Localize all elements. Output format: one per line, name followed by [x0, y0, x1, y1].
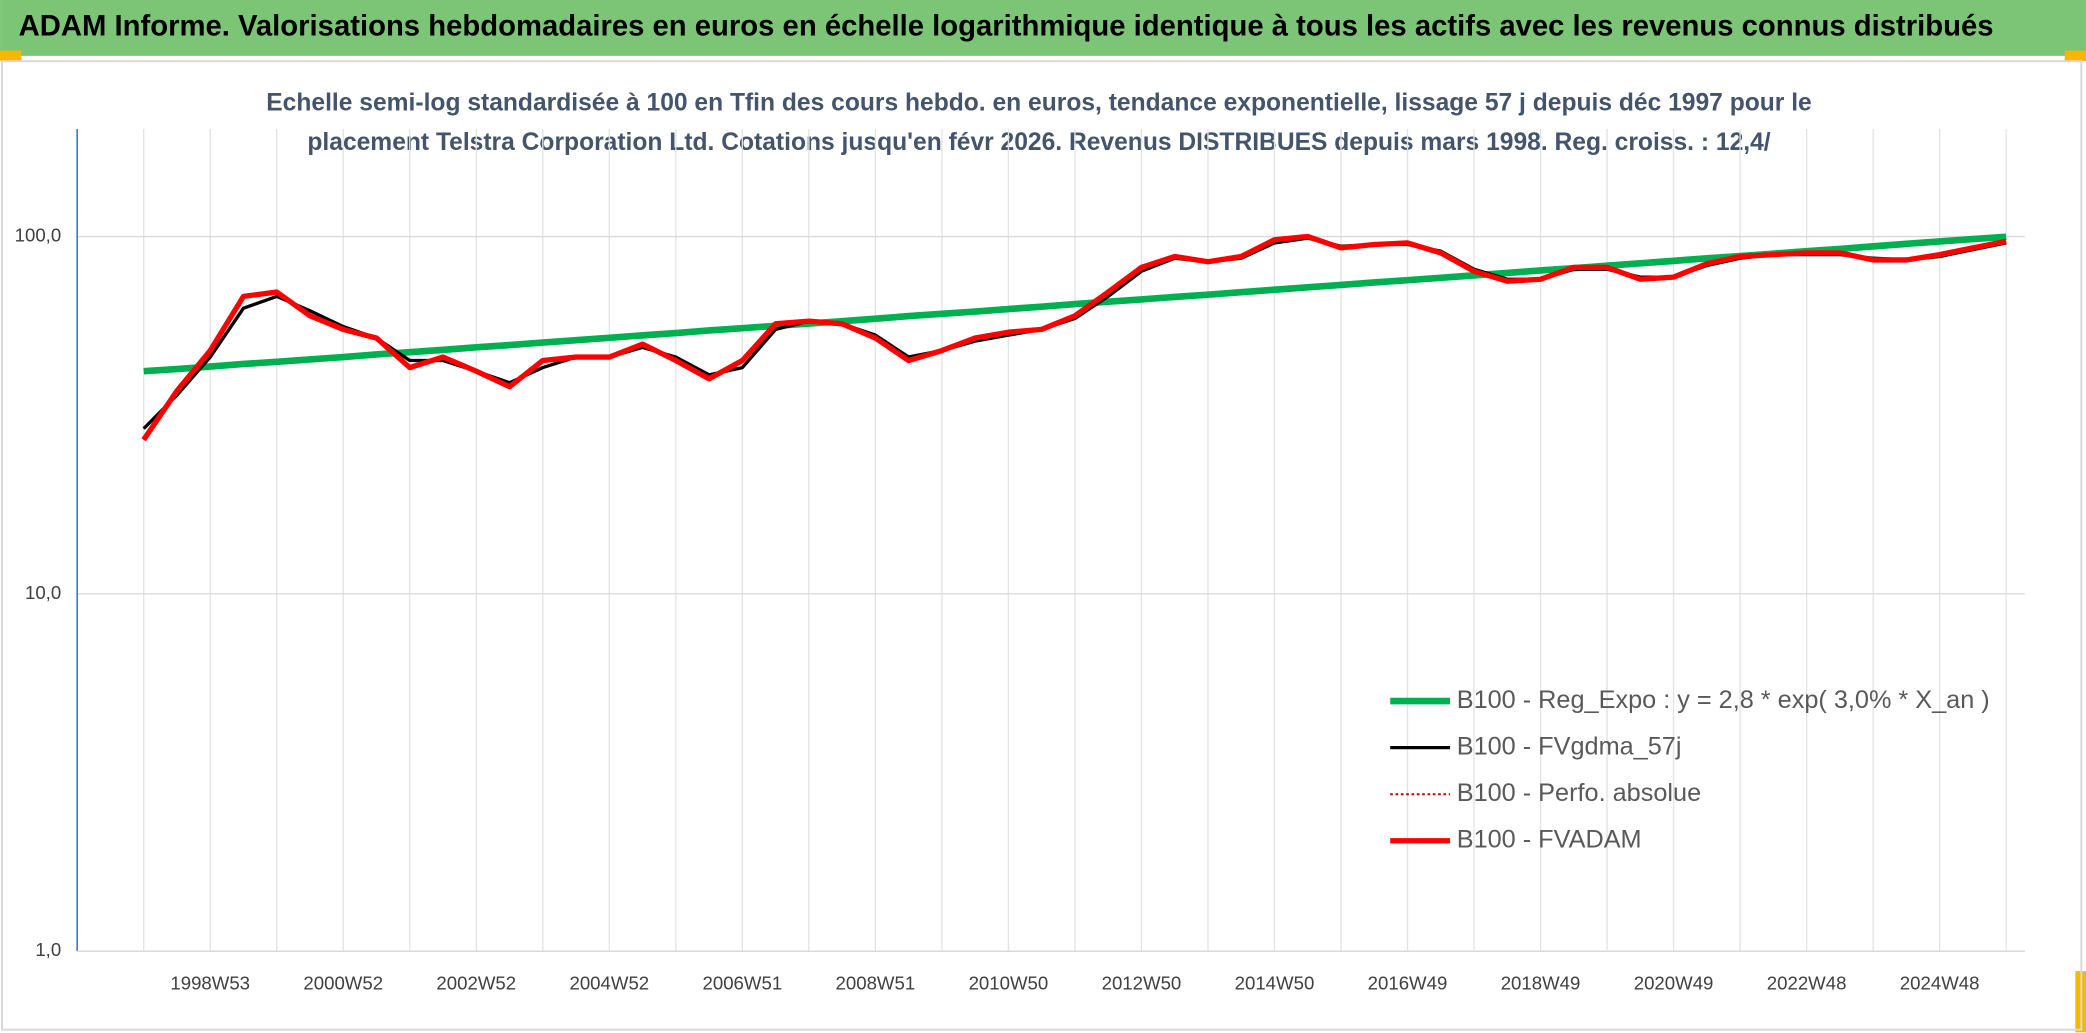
header-title: ADAM Informe. Valorisations hebdomadaire… — [19, 11, 1994, 43]
x-tick-label: 1998W53 — [170, 972, 250, 993]
x-tick-label: 2018W49 — [1501, 972, 1581, 993]
x-tick-label: 2012W50 — [1102, 972, 1182, 993]
chart-frame — [1, 60, 2083, 1031]
corner — [2064, 50, 2086, 62]
x-tick-label: 2024W48 — [1900, 972, 1980, 993]
x-tick-label: 2014W50 — [1235, 972, 1315, 993]
series-line — [141, 233, 2007, 442]
corner — [0, 50, 22, 62]
y-tick-label: 10,0 — [25, 582, 61, 603]
chart-subtitle: Echelle semi-log standardisée à 100 en T… — [266, 89, 1811, 116]
x-tick-label: 2016W49 — [1368, 972, 1448, 993]
chart-subtitle: placement Telstra Corporation Ltd. Cotat… — [307, 129, 1770, 156]
y-tick-label: 1,0 — [35, 939, 61, 960]
x-tick-label: 2022W48 — [1767, 972, 1847, 993]
legend-label: B100 - FVADAM — [1457, 825, 1642, 853]
x-tick-label: 2002W52 — [436, 972, 516, 993]
series-line — [143, 233, 2007, 375]
header-bar — [0, 0, 2086, 56]
legend-label: B100 - Perfo. absolue — [1457, 779, 1701, 807]
x-tick-label: 2004W52 — [569, 972, 649, 993]
x-tick-label: 2020W49 — [1634, 972, 1714, 993]
x-tick-label: 2000W52 — [303, 972, 383, 993]
x-tick-label: 2008W51 — [836, 972, 916, 993]
legend-label: B100 - Reg_Expo : y = 2,8 * exp( 3,0% * … — [1457, 686, 1990, 714]
legend: B100 - Reg_Expo : y = 2,8 * exp( 3,0% * … — [1390, 686, 1990, 853]
x-tick-label: 2006W51 — [703, 972, 783, 993]
y-tick-label: 100,0 — [15, 225, 62, 246]
x-tick-label: 2010W50 — [969, 972, 1049, 993]
legend-label: B100 - FVgdma_57j — [1457, 732, 1682, 760]
plot — [141, 233, 2007, 442]
